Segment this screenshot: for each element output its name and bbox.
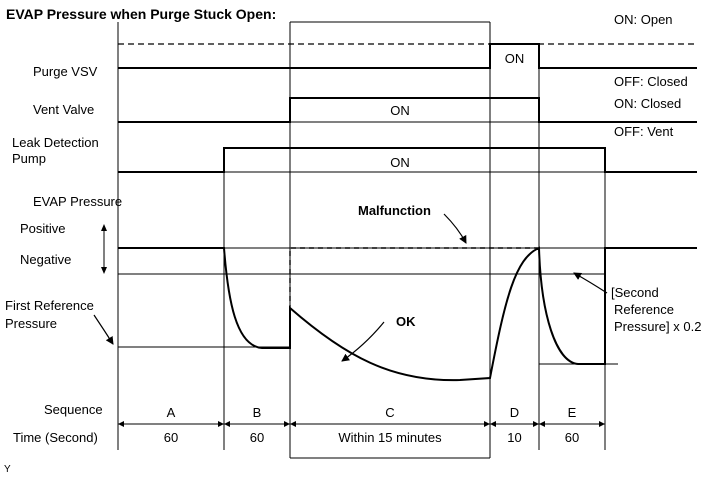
purge-vsv-label: Purge VSV <box>33 64 98 79</box>
ok-label: OK <box>396 314 416 329</box>
annotation-arrows <box>93 213 608 362</box>
time-label: Time (Second) <box>13 430 98 445</box>
phase-c-box <box>289 21 491 459</box>
purge-on-label: ON <box>504 51 525 66</box>
second-reference-line3: Pressure] x 0.2 <box>614 319 702 334</box>
purge-state-off: OFF: Closed <box>614 74 688 89</box>
phase-c-label: C <box>385 405 395 420</box>
footer-mark: Y <box>4 464 11 475</box>
phase-e-time: 60 <box>564 430 580 445</box>
evap-pressure-label: EVAP Pressure <box>33 194 123 209</box>
purge-vsv-signal <box>118 43 697 69</box>
phase-b-time: 60 <box>249 430 265 445</box>
pump-on-label: ON <box>390 155 410 170</box>
phase-c-time: Within 15 minutes <box>338 430 442 445</box>
first-reference-label-line1: First Reference <box>5 298 94 313</box>
diagram-title: EVAP Pressure when Purge Stuck Open: <box>6 6 277 22</box>
vent-valve-label: Vent Valve <box>33 102 95 117</box>
phase-b-label: B <box>252 405 262 420</box>
phase-boundaries <box>117 22 606 450</box>
positive-negative-arrow <box>101 224 107 274</box>
malfunction-curve <box>289 247 539 310</box>
sequence-label: Sequence <box>44 402 103 417</box>
phase-a-time: 60 <box>163 430 179 445</box>
purge-state-on: ON: Open <box>614 12 673 27</box>
vent-state-off: OFF: Vent <box>614 124 674 139</box>
phase-a-label: A <box>166 405 176 420</box>
negative-label: Negative <box>20 252 72 267</box>
second-reference-line2: Reference <box>614 302 674 317</box>
sequence-arrowheads <box>118 421 605 427</box>
first-reference-label-line2: Pressure <box>5 316 58 331</box>
malfunction-label: Malfunction <box>358 203 431 218</box>
evap-pressure-curve <box>118 246 697 382</box>
vent-valve-signal <box>118 97 697 123</box>
leak-pump-label-line2: Pump <box>12 151 46 166</box>
pressure-reference-lines <box>118 247 697 365</box>
second-reference-line1: [Second <box>611 285 659 300</box>
positive-label: Positive <box>20 221 66 236</box>
phase-e-label: E <box>567 405 577 420</box>
phase-d-label: D <box>509 405 520 420</box>
vent-state-on: ON: Closed <box>614 96 682 111</box>
leak-pump-signal <box>118 147 697 173</box>
phase-d-time: 10 <box>507 430 522 445</box>
vent-on-label: ON <box>390 103 410 118</box>
leak-pump-label-line1: Leak Detection <box>12 135 99 150</box>
